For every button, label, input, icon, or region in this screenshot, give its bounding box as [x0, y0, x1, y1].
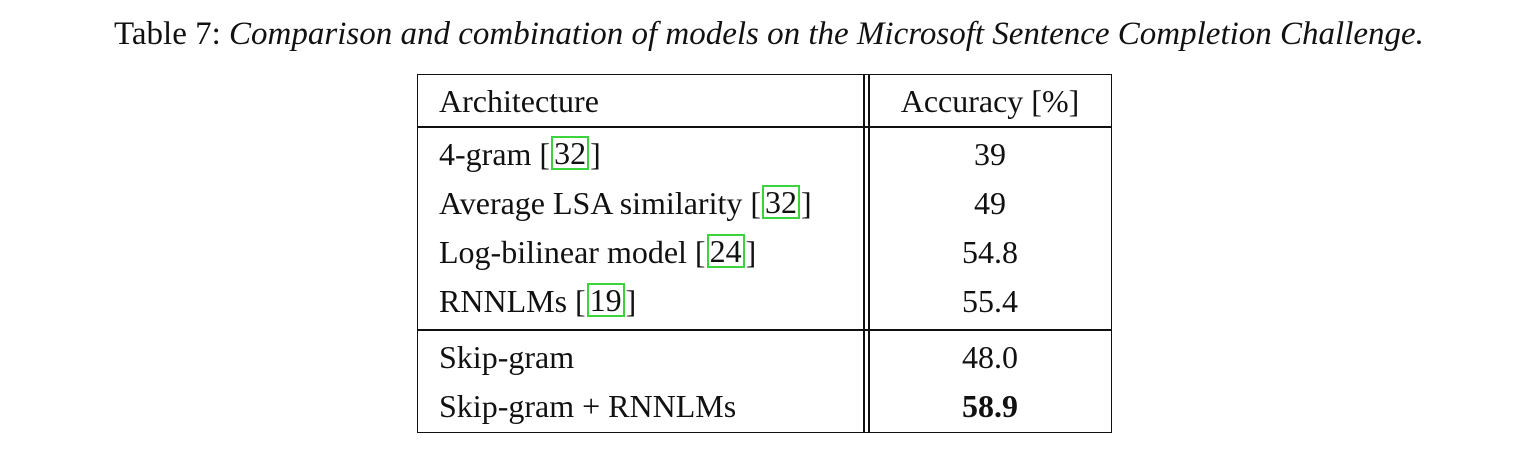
row-label: Skip-gram + RNNLMs: [439, 381, 736, 431]
row-label: 4-gram [32]: [439, 135, 601, 172]
row-label: Log-bilinear model [24]: [439, 233, 757, 270]
accuracy-value: 48.0: [962, 339, 1018, 375]
column-divider: [863, 75, 865, 432]
caption-text: Comparison and combination of models on …: [229, 16, 1424, 52]
model-name: 4-gram: [439, 136, 532, 172]
header-accuracy: Accuracy [%]: [900, 83, 1080, 119]
row-label: Average LSA similarity [32]: [439, 184, 812, 221]
citation-link[interactable]: 32: [551, 136, 590, 170]
citation-link[interactable]: 19: [586, 283, 625, 317]
model-name: Skip-gram: [439, 339, 575, 375]
citation-link[interactable]: 24: [706, 234, 745, 268]
model-name: Log-bilinear model: [439, 234, 687, 270]
row-label: RNNLMs [19]: [439, 282, 637, 319]
model-name: Skip-gram + RNNLMs: [439, 388, 737, 424]
accuracy-value: 54.8: [962, 234, 1018, 270]
accuracy-value: 55.4: [962, 283, 1018, 319]
column-divider: [868, 75, 870, 432]
model-name: RNNLMs: [439, 283, 568, 319]
header-architecture: Architecture: [439, 83, 599, 119]
table-caption: Table 7: Comparison and combination of m…: [0, 12, 1538, 56]
caption-label: Table 7:: [114, 16, 221, 52]
results-table: Architecture Accuracy [%] 4-gram [32] 39…: [417, 74, 1112, 433]
group-rule: [418, 329, 1111, 331]
header-rule: [418, 126, 1111, 128]
row-label: Skip-gram: [439, 332, 574, 382]
accuracy-value: 49: [974, 185, 1006, 221]
citation-link[interactable]: 32: [762, 185, 800, 219]
accuracy-value-best: 58.9: [962, 388, 1018, 424]
model-name: Average LSA similarity: [439, 185, 743, 221]
accuracy-value: 39: [974, 136, 1006, 172]
